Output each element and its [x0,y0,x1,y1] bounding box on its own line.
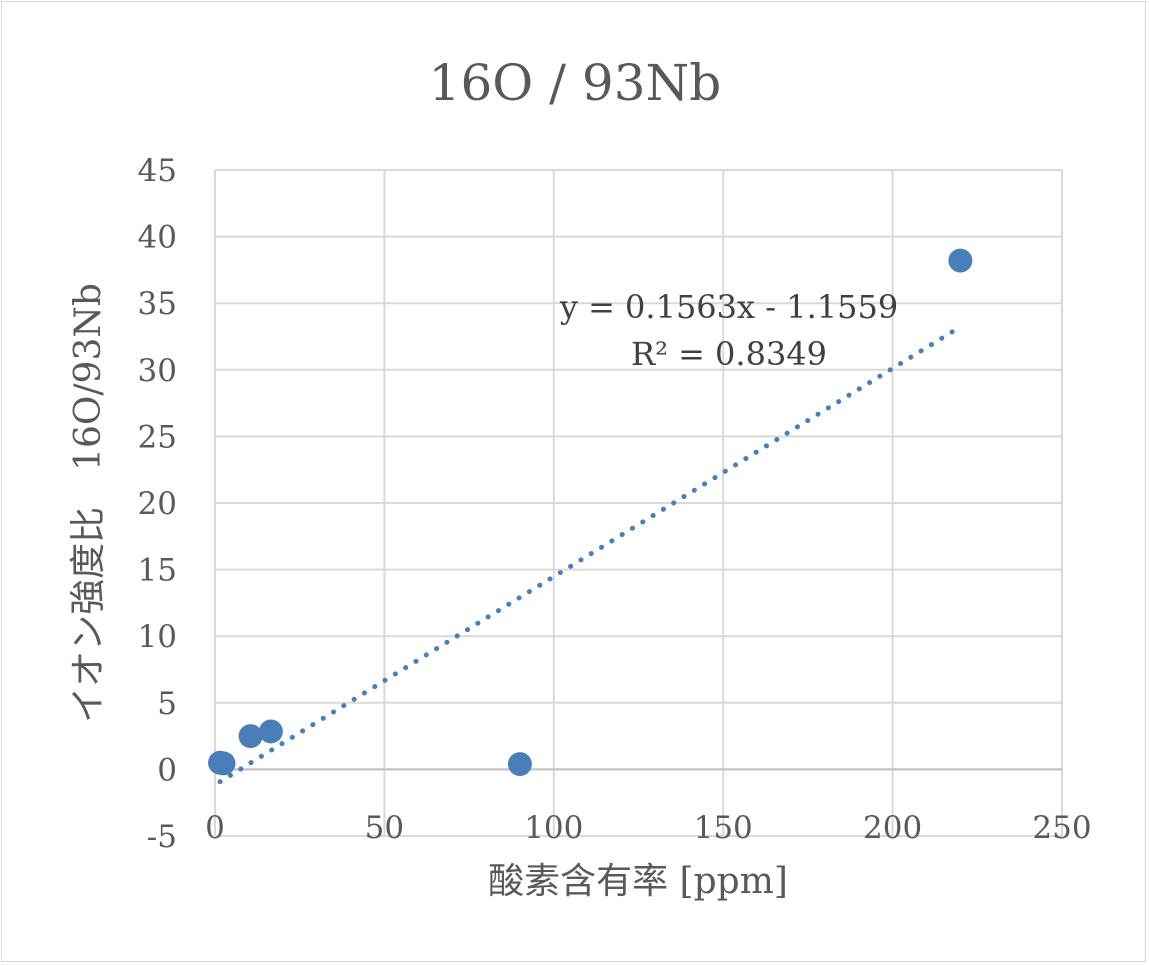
data-point [948,248,973,273]
x-axis-ticks: 0 50 100 150 200 250 [205,810,1091,846]
x-tick-label: 100 [524,810,583,846]
data-point [258,719,283,744]
y-tick-label: 25 [138,419,177,455]
trendline-path [217,324,963,785]
trendline [217,324,963,785]
trendline-r-squared: R² = 0.8349 [631,335,827,373]
y-axis-ticks: -5 0 5 10 15 20 25 30 35 40 45 [138,153,177,855]
y-tick-label: 40 [138,220,177,256]
data-point [238,724,263,749]
trendline-equation: y = 0.1563x - 1.1559 [559,288,898,326]
data-points [208,248,973,777]
x-axis-label: 酸素含有率 [ppm] [488,861,788,902]
x-tick-label: 250 [1032,810,1091,846]
gridlines [214,169,1063,837]
y-tick-label: 45 [138,153,177,189]
x-tick-label: 50 [365,810,404,846]
data-point [211,751,236,776]
y-tick-label: 10 [138,619,177,655]
y-tick-label: -5 [147,819,177,855]
y-tick-label: 5 [157,686,177,722]
y-tick-label: 30 [138,353,177,389]
y-tick-label: 0 [157,752,177,788]
x-tick-label: 200 [863,810,922,846]
y-axis-label: イオン強度比 16O/93Nb [68,283,109,723]
x-tick-label: 0 [205,810,225,846]
y-tick-label: 35 [138,286,177,322]
y-tick-label: 15 [138,553,177,589]
y-tick-label: 20 [138,486,177,522]
data-point [507,752,532,777]
x-tick-label: 150 [694,810,753,846]
chart-title: 16O / 93Nb [429,54,722,112]
